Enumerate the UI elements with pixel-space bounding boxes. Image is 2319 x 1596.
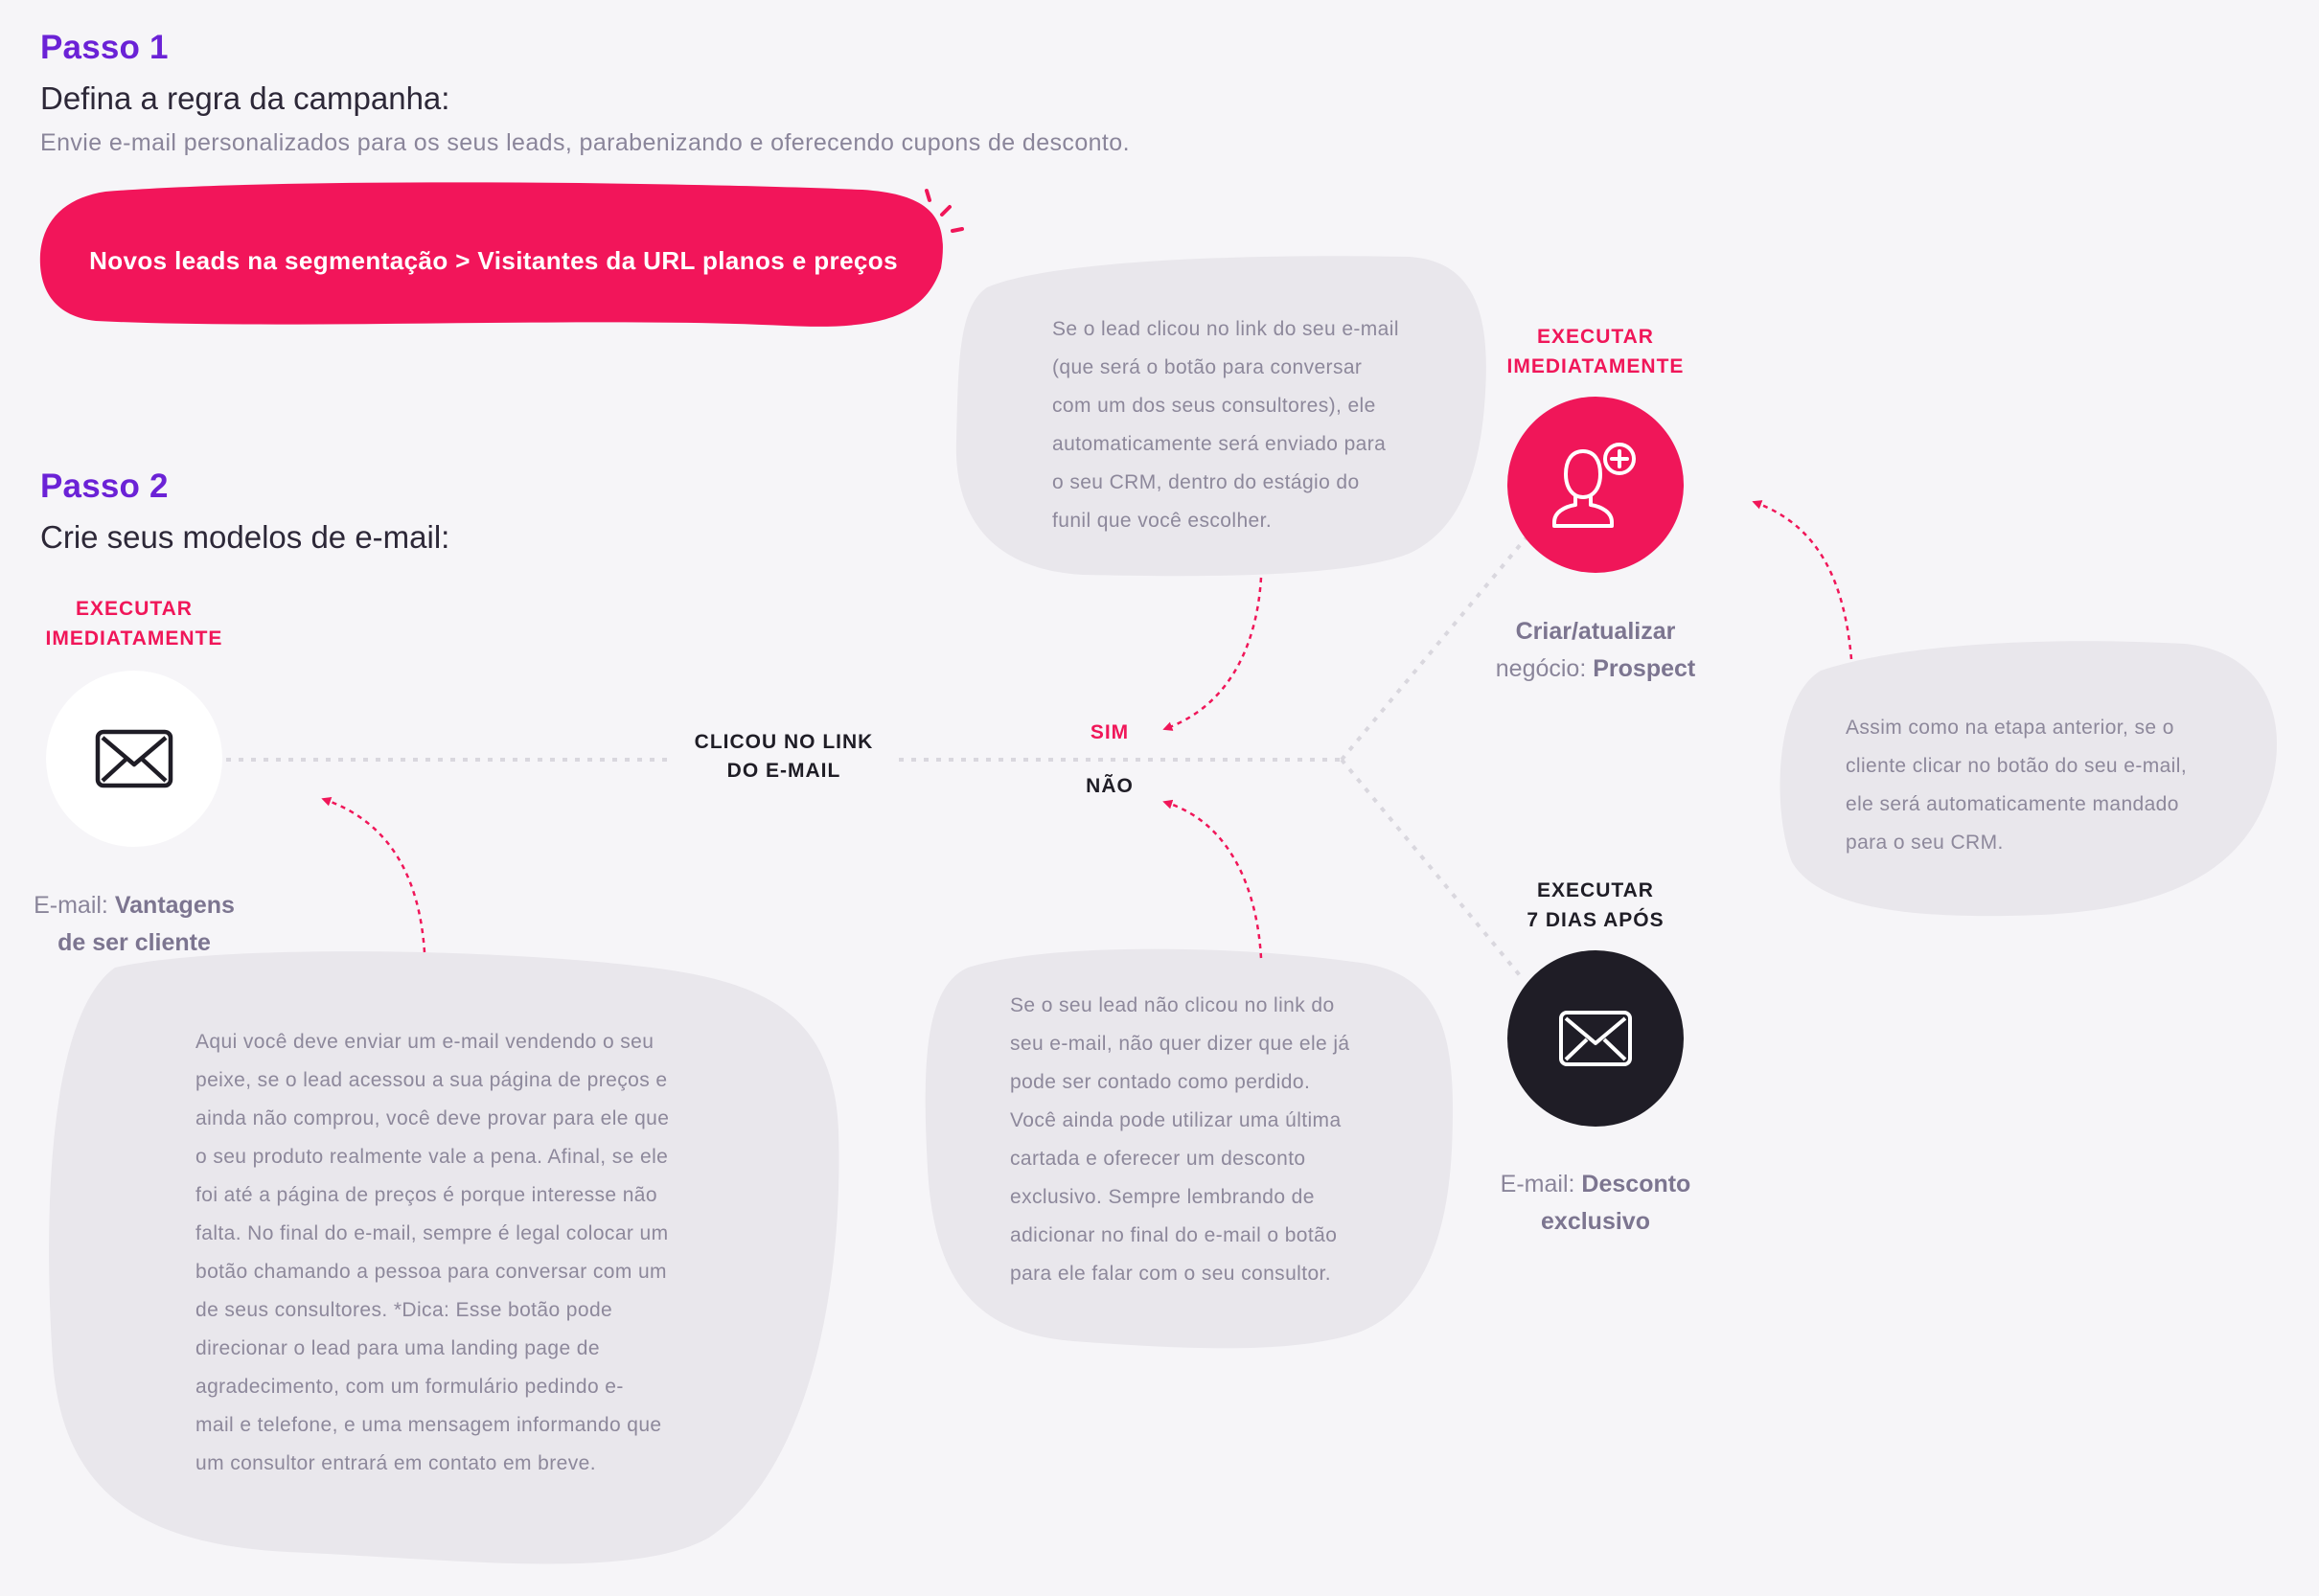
note-line: cartada e oferecer um desconto	[1010, 1148, 1306, 1170]
trigger-blob	[39, 182, 943, 327]
note-line: ainda não comprou, você deve provar para…	[195, 1107, 670, 1129]
email-discount-label: E-mail: Desconto exclusivo	[1457, 1166, 1734, 1241]
email-start-node[interactable]	[46, 671, 222, 847]
step1-subtitle: Defina a regra da campanha:	[40, 80, 450, 116]
step1-description: Envie e-mail personalizados para os seus…	[40, 129, 1130, 156]
note-first-email: Aqui você deve enviar um e-mail vendendo…	[195, 1023, 751, 1483]
add-user-icon	[1552, 443, 1636, 528]
note-line: Se o seu lead não clicou no link do	[1010, 994, 1335, 1016]
note-line: (que será o botão para conversar	[1052, 356, 1363, 378]
note-line: seu e-mail, não quer dizer que ele já	[1010, 1033, 1350, 1055]
label-prefix: E-mail:	[1500, 1171, 1575, 1197]
note-line: direcionar o lead para uma landing page …	[195, 1337, 600, 1359]
note-line: foi até a página de preços é porque inte…	[195, 1184, 657, 1206]
note-line: exclusivo. Sempre lembrando de	[1010, 1186, 1315, 1208]
label-line: Criar/atualizar	[1515, 618, 1676, 645]
note-line: de seus consultores. *Dica: Esse botão p…	[195, 1299, 613, 1321]
label-prefix: E-mail:	[34, 892, 108, 919]
envelope-icon	[95, 729, 173, 788]
exec-line: EXECUTAR	[76, 598, 193, 620]
exec-line: IMEDIATAMENTE	[1506, 355, 1685, 377]
trigger-rule-label: Novos leads na segmentação > Visitantes …	[89, 245, 898, 275]
note-bubble-clicked	[955, 256, 1486, 577]
note-arrows	[321, 500, 1853, 959]
step1-title: Passo 1	[40, 29, 169, 66]
envelope-icon	[1559, 1011, 1632, 1066]
note-line: Assim como na etapa anterior, se o	[1846, 717, 2174, 739]
note-line: para o seu CRM.	[1846, 832, 2004, 854]
discount-exec-label: EXECUTAR 7 DIAS APÓS	[1490, 876, 1701, 935]
condition-line: DO E-MAIL	[726, 760, 841, 782]
note-line: um consultor entrará em contato em breve…	[195, 1452, 596, 1474]
label-bold: de ser cliente	[57, 929, 211, 956]
note-line: o seu CRM, dentro do estágio do	[1052, 471, 1360, 493]
note-crm: Assim como na etapa anterior, se o clien…	[1846, 709, 2248, 862]
note-line: agradecimento, com um formulário pedindo…	[195, 1376, 624, 1398]
note-line: peixe, se o lead acessou a sua página de…	[195, 1069, 668, 1091]
note-line: botão chamando a pessoa para conversar c…	[195, 1261, 667, 1283]
note-bubble-crm	[1779, 641, 2277, 917]
note-line: Se o lead clicou no link do seu e-mail	[1052, 318, 1399, 340]
deal-node[interactable]	[1507, 397, 1684, 573]
label-bold: Prospect	[1593, 655, 1696, 682]
note-line: automaticamente será enviado para	[1052, 433, 1387, 455]
sparkle-decoration	[925, 189, 964, 233]
exec-line: IMEDIATAMENTE	[45, 627, 223, 650]
note-line: cliente clicar no botão do seu e-mail,	[1846, 755, 2188, 777]
note-line: adicionar no final do e-mail o botão	[1010, 1224, 1338, 1246]
exec-line: 7 DIAS APÓS	[1527, 909, 1665, 931]
condition-label: CLICOU NO LINK DO E-MAIL	[671, 728, 897, 786]
step2-subtitle: Crie seus modelos de e-mail:	[40, 519, 450, 555]
branch-yes-label: SIM	[1090, 721, 1130, 743]
note-line: Você ainda pode utilizar uma última	[1010, 1109, 1342, 1131]
note-line: funil que você escolher.	[1052, 510, 1273, 532]
note-not-clicked: Se o seu lead não clicou no link do seu …	[1010, 987, 1412, 1293]
note-bubble-not-clicked	[925, 948, 1454, 1349]
exec-line: EXECUTAR	[1537, 326, 1654, 348]
step2-title: Passo 2	[40, 467, 169, 505]
note-line: mail e telefone, e uma mensagem informan…	[195, 1414, 662, 1436]
condition-line: CLICOU NO LINK	[694, 731, 874, 753]
deal-label: Criar/atualizar negócio: Prospect	[1457, 613, 1734, 688]
deal-exec-label: EXECUTAR IMEDIATAMENTE	[1490, 322, 1701, 381]
label-bold: exclusivo	[1541, 1208, 1650, 1235]
email-start-exec-label: EXECUTAR IMEDIATAMENTE	[29, 594, 240, 653]
label-bold: Desconto	[1581, 1171, 1691, 1197]
note-line: pode ser contado como perdido.	[1010, 1071, 1311, 1093]
flow-connectors	[226, 536, 1527, 982]
email-discount-node[interactable]	[1507, 950, 1684, 1127]
note-bubble-first-email	[49, 951, 839, 1564]
note-line: para ele falar com o seu consultor.	[1010, 1263, 1332, 1285]
note-clicked: Se o lead clicou no link do seu e-mail (…	[1052, 310, 1455, 540]
label-prefix: negócio:	[1495, 655, 1587, 682]
exec-line: EXECUTAR	[1537, 879, 1654, 901]
branch-no-label: NÃO	[1086, 775, 1134, 797]
note-line: o seu produto realmente vale a pena. Afi…	[195, 1146, 669, 1168]
note-line: com um dos seus consultores), ele	[1052, 395, 1376, 417]
note-line: ele será automaticamente mandado	[1846, 793, 2179, 815]
email-start-label: E-mail: Vantagens de ser cliente	[0, 887, 268, 962]
note-line: falta. No final do e-mail, sempre é lega…	[195, 1222, 669, 1244]
label-bold: Vantagens	[114, 892, 235, 919]
note-line: Aqui você deve enviar um e-mail vendendo…	[195, 1031, 654, 1053]
